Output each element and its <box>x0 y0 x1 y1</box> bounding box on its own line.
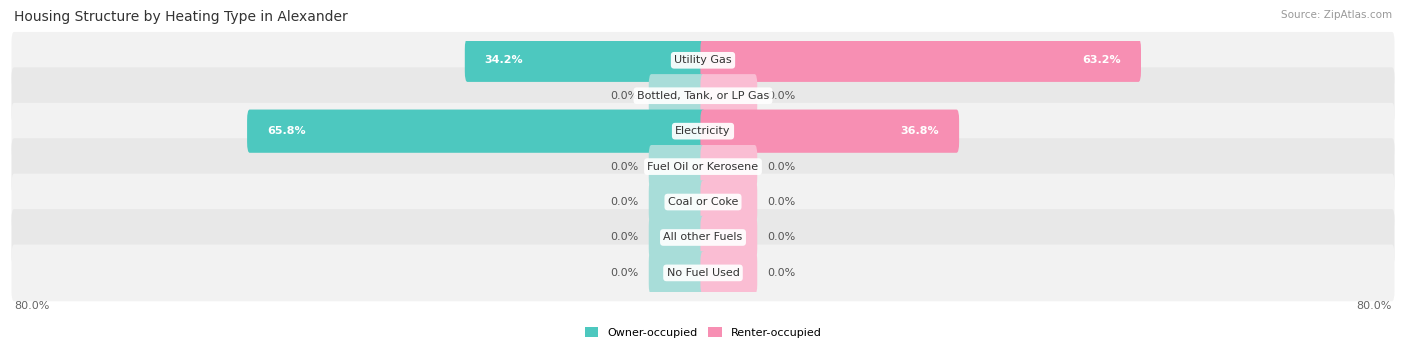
Text: Source: ZipAtlas.com: Source: ZipAtlas.com <box>1281 10 1392 20</box>
FancyBboxPatch shape <box>700 251 758 294</box>
FancyBboxPatch shape <box>648 181 706 224</box>
FancyBboxPatch shape <box>11 67 1395 124</box>
Text: 0.0%: 0.0% <box>610 197 638 207</box>
Text: 0.0%: 0.0% <box>610 91 638 101</box>
FancyBboxPatch shape <box>700 216 758 259</box>
Text: 0.0%: 0.0% <box>610 233 638 242</box>
FancyBboxPatch shape <box>11 174 1395 231</box>
Text: 0.0%: 0.0% <box>610 162 638 172</box>
FancyBboxPatch shape <box>648 74 706 117</box>
FancyBboxPatch shape <box>700 181 758 224</box>
Text: Bottled, Tank, or LP Gas: Bottled, Tank, or LP Gas <box>637 91 769 101</box>
Text: 36.8%: 36.8% <box>901 126 939 136</box>
Text: Electricity: Electricity <box>675 126 731 136</box>
FancyBboxPatch shape <box>247 109 706 153</box>
Text: 0.0%: 0.0% <box>768 268 796 278</box>
Text: Fuel Oil or Kerosene: Fuel Oil or Kerosene <box>647 162 759 172</box>
FancyBboxPatch shape <box>11 138 1395 195</box>
Text: 0.0%: 0.0% <box>768 91 796 101</box>
Text: Housing Structure by Heating Type in Alexander: Housing Structure by Heating Type in Ale… <box>14 10 347 24</box>
Text: All other Fuels: All other Fuels <box>664 233 742 242</box>
FancyBboxPatch shape <box>700 39 1142 82</box>
FancyBboxPatch shape <box>648 145 706 188</box>
Text: Coal or Coke: Coal or Coke <box>668 197 738 207</box>
Text: 0.0%: 0.0% <box>768 197 796 207</box>
Text: 65.8%: 65.8% <box>267 126 305 136</box>
FancyBboxPatch shape <box>11 32 1395 89</box>
Text: 0.0%: 0.0% <box>768 162 796 172</box>
Text: 80.0%: 80.0% <box>1357 301 1392 311</box>
Text: No Fuel Used: No Fuel Used <box>666 268 740 278</box>
Text: 63.2%: 63.2% <box>1083 55 1121 65</box>
Text: Utility Gas: Utility Gas <box>675 55 731 65</box>
FancyBboxPatch shape <box>648 251 706 294</box>
FancyBboxPatch shape <box>11 103 1395 159</box>
Text: 0.0%: 0.0% <box>610 268 638 278</box>
Text: 34.2%: 34.2% <box>485 55 523 65</box>
Text: 80.0%: 80.0% <box>14 301 49 311</box>
FancyBboxPatch shape <box>648 216 706 259</box>
Legend: Owner-occupied, Renter-occupied: Owner-occupied, Renter-occupied <box>581 323 825 340</box>
FancyBboxPatch shape <box>11 209 1395 266</box>
FancyBboxPatch shape <box>700 109 959 153</box>
FancyBboxPatch shape <box>465 39 706 82</box>
FancyBboxPatch shape <box>11 244 1395 301</box>
FancyBboxPatch shape <box>700 145 758 188</box>
FancyBboxPatch shape <box>700 74 758 117</box>
Text: 0.0%: 0.0% <box>768 233 796 242</box>
